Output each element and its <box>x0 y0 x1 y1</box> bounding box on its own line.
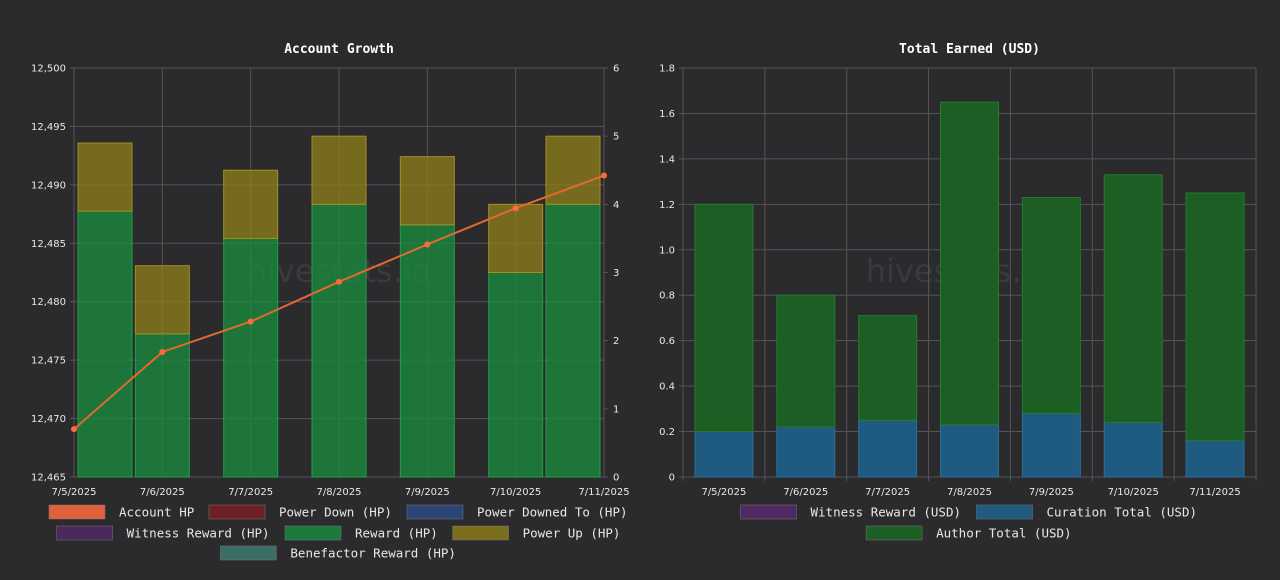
bar-power-up-hp <box>77 142 133 212</box>
point-account-hp <box>512 205 519 212</box>
account-growth-chart: Account Growthhivestats.io12,50012,49512… <box>31 42 630 561</box>
y-tick-label: 1.2 <box>659 200 675 211</box>
legend-swatch-author-total-usd <box>865 525 923 541</box>
bar-author-total <box>694 203 754 433</box>
bar-author-total <box>1103 174 1163 423</box>
x-tick-label: 7/10/2025 <box>490 487 541 498</box>
x-tick-label: 7/6/2025 <box>140 487 185 498</box>
x-tick-label: 7/7/2025 <box>228 487 273 498</box>
x-tick-label: 7/10/2025 <box>1108 487 1159 498</box>
point-account-hp <box>247 318 254 325</box>
y-tick-label: 0.4 <box>659 382 675 393</box>
y-tick-label: 0.6 <box>659 336 675 347</box>
y2-tick-label: 5 <box>613 132 619 143</box>
y-tick-label: 1.8 <box>659 64 675 75</box>
y-tick-label: 12,500 <box>31 64 66 75</box>
legend-swatch-curation-total-usd <box>976 504 1033 520</box>
bar-curation-total <box>1103 421 1163 478</box>
y2-tick-label: 4 <box>613 200 619 211</box>
y-tick-label: 12,475 <box>31 356 66 367</box>
y2-tick-label: 6 <box>613 64 619 75</box>
y2-tick-label: 1 <box>613 404 619 415</box>
legend-label-witness-reward-usd: Witness Reward (USD) <box>811 505 962 520</box>
bar-curation-total <box>1185 440 1245 478</box>
y-tick-label: 1.0 <box>659 245 675 256</box>
legend-label-power-down-hp: Power Down (HP) <box>279 505 392 520</box>
y-tick-label: 12,480 <box>31 297 66 308</box>
legend-swatch-witness-reward-usd <box>740 504 797 520</box>
x-tick-label: 7/5/2025 <box>52 487 97 498</box>
total-earned-chart: Total Earned (USD)hivestats.io1.81.61.41… <box>659 42 1257 541</box>
bar-reward-hp <box>223 237 279 478</box>
y2-tick-label: 3 <box>613 268 619 279</box>
bar-author-total <box>1185 192 1245 442</box>
bar-power-up-hp <box>488 203 544 273</box>
legend-swatch-account-hp <box>48 504 106 520</box>
y2-tick-label: 2 <box>613 336 619 347</box>
y-tick-label: 12,495 <box>31 122 66 133</box>
bar-curation-total <box>776 426 836 478</box>
legend-label-benefactor-reward-hp: Benefactor Reward (HP) <box>290 546 456 561</box>
bar-reward-hp <box>399 224 455 478</box>
bar-curation-total <box>1021 412 1081 478</box>
legend-label-curation-total-usd: Curation Total (USD) <box>1047 505 1198 520</box>
y-tick-label: 0.2 <box>659 427 675 438</box>
bar-author-total <box>1021 197 1081 414</box>
y-tick-label: 0 <box>669 473 675 484</box>
legend-label-power-up-hp: Power Up (HP) <box>523 526 621 541</box>
legend-label-author-total-usd: Author Total (USD) <box>936 526 1071 541</box>
point-account-hp <box>159 348 166 355</box>
bar-power-up-hp <box>134 265 190 335</box>
chart-title: Total Earned (USD) <box>899 42 1040 57</box>
legend-label-witness-reward-hp: Witness Reward (HP) <box>127 526 270 541</box>
x-tick-label: 7/11/2025 <box>1189 487 1240 498</box>
bar-power-up-hp <box>311 135 367 205</box>
legend-swatch-power-downed-to-hp <box>406 504 464 520</box>
x-tick-label: 7/5/2025 <box>701 487 746 498</box>
y-tick-label: 12,485 <box>31 239 66 250</box>
x-tick-label: 7/8/2025 <box>947 487 992 498</box>
legend-swatch-power-up-hp <box>452 525 509 541</box>
y-tick-label: 12,490 <box>31 180 66 191</box>
x-tick-label: 7/6/2025 <box>783 487 828 498</box>
bar-author-total <box>940 101 999 426</box>
y-tick-label: 0.8 <box>659 291 675 302</box>
bar-curation-total <box>940 424 999 478</box>
y-tick-label: 1.6 <box>659 109 675 120</box>
point-account-hp <box>71 426 77 433</box>
bar-reward-hp <box>311 203 367 478</box>
x-tick-label: 7/9/2025 <box>405 487 450 498</box>
x-tick-label: 7/8/2025 <box>317 487 362 498</box>
legend-label-power-downed-to-hp: Power Downed To (HP) <box>477 505 628 520</box>
bar-author-total <box>858 315 918 421</box>
bar-author-total <box>776 294 836 428</box>
x-tick-label: 7/11/2025 <box>578 487 629 498</box>
bar-power-up-hp <box>223 169 279 239</box>
bar-reward-hp <box>134 333 190 478</box>
x-tick-label: 7/9/2025 <box>1029 487 1074 498</box>
legend-swatch-witness-reward-hp <box>56 525 113 541</box>
point-account-hp <box>336 278 342 285</box>
legend-swatch-reward-hp <box>284 525 342 541</box>
bar-reward-hp <box>77 210 133 478</box>
legend-swatch-benefactor-reward-hp <box>220 545 277 561</box>
point-account-hp <box>424 241 431 248</box>
bar-curation-total <box>694 431 754 478</box>
legend-label-account-hp: Account HP <box>119 505 194 520</box>
bar-curation-total <box>858 419 918 478</box>
bar-reward-hp <box>545 203 601 478</box>
point-account-hp <box>601 172 607 179</box>
y-tick-label: 1.4 <box>659 154 675 165</box>
bar-reward-hp <box>488 272 544 478</box>
y2-tick-label: 0 <box>613 473 619 484</box>
y-tick-label: 12,470 <box>31 414 66 425</box>
y-tick-label: 12,465 <box>31 473 66 484</box>
bar-power-up-hp <box>399 156 455 226</box>
chart-title: Account Growth <box>284 42 394 57</box>
legend-swatch-power-down-hp <box>208 504 266 520</box>
legend-label-reward-hp: Reward (HP) <box>355 526 438 541</box>
x-tick-label: 7/7/2025 <box>865 487 910 498</box>
